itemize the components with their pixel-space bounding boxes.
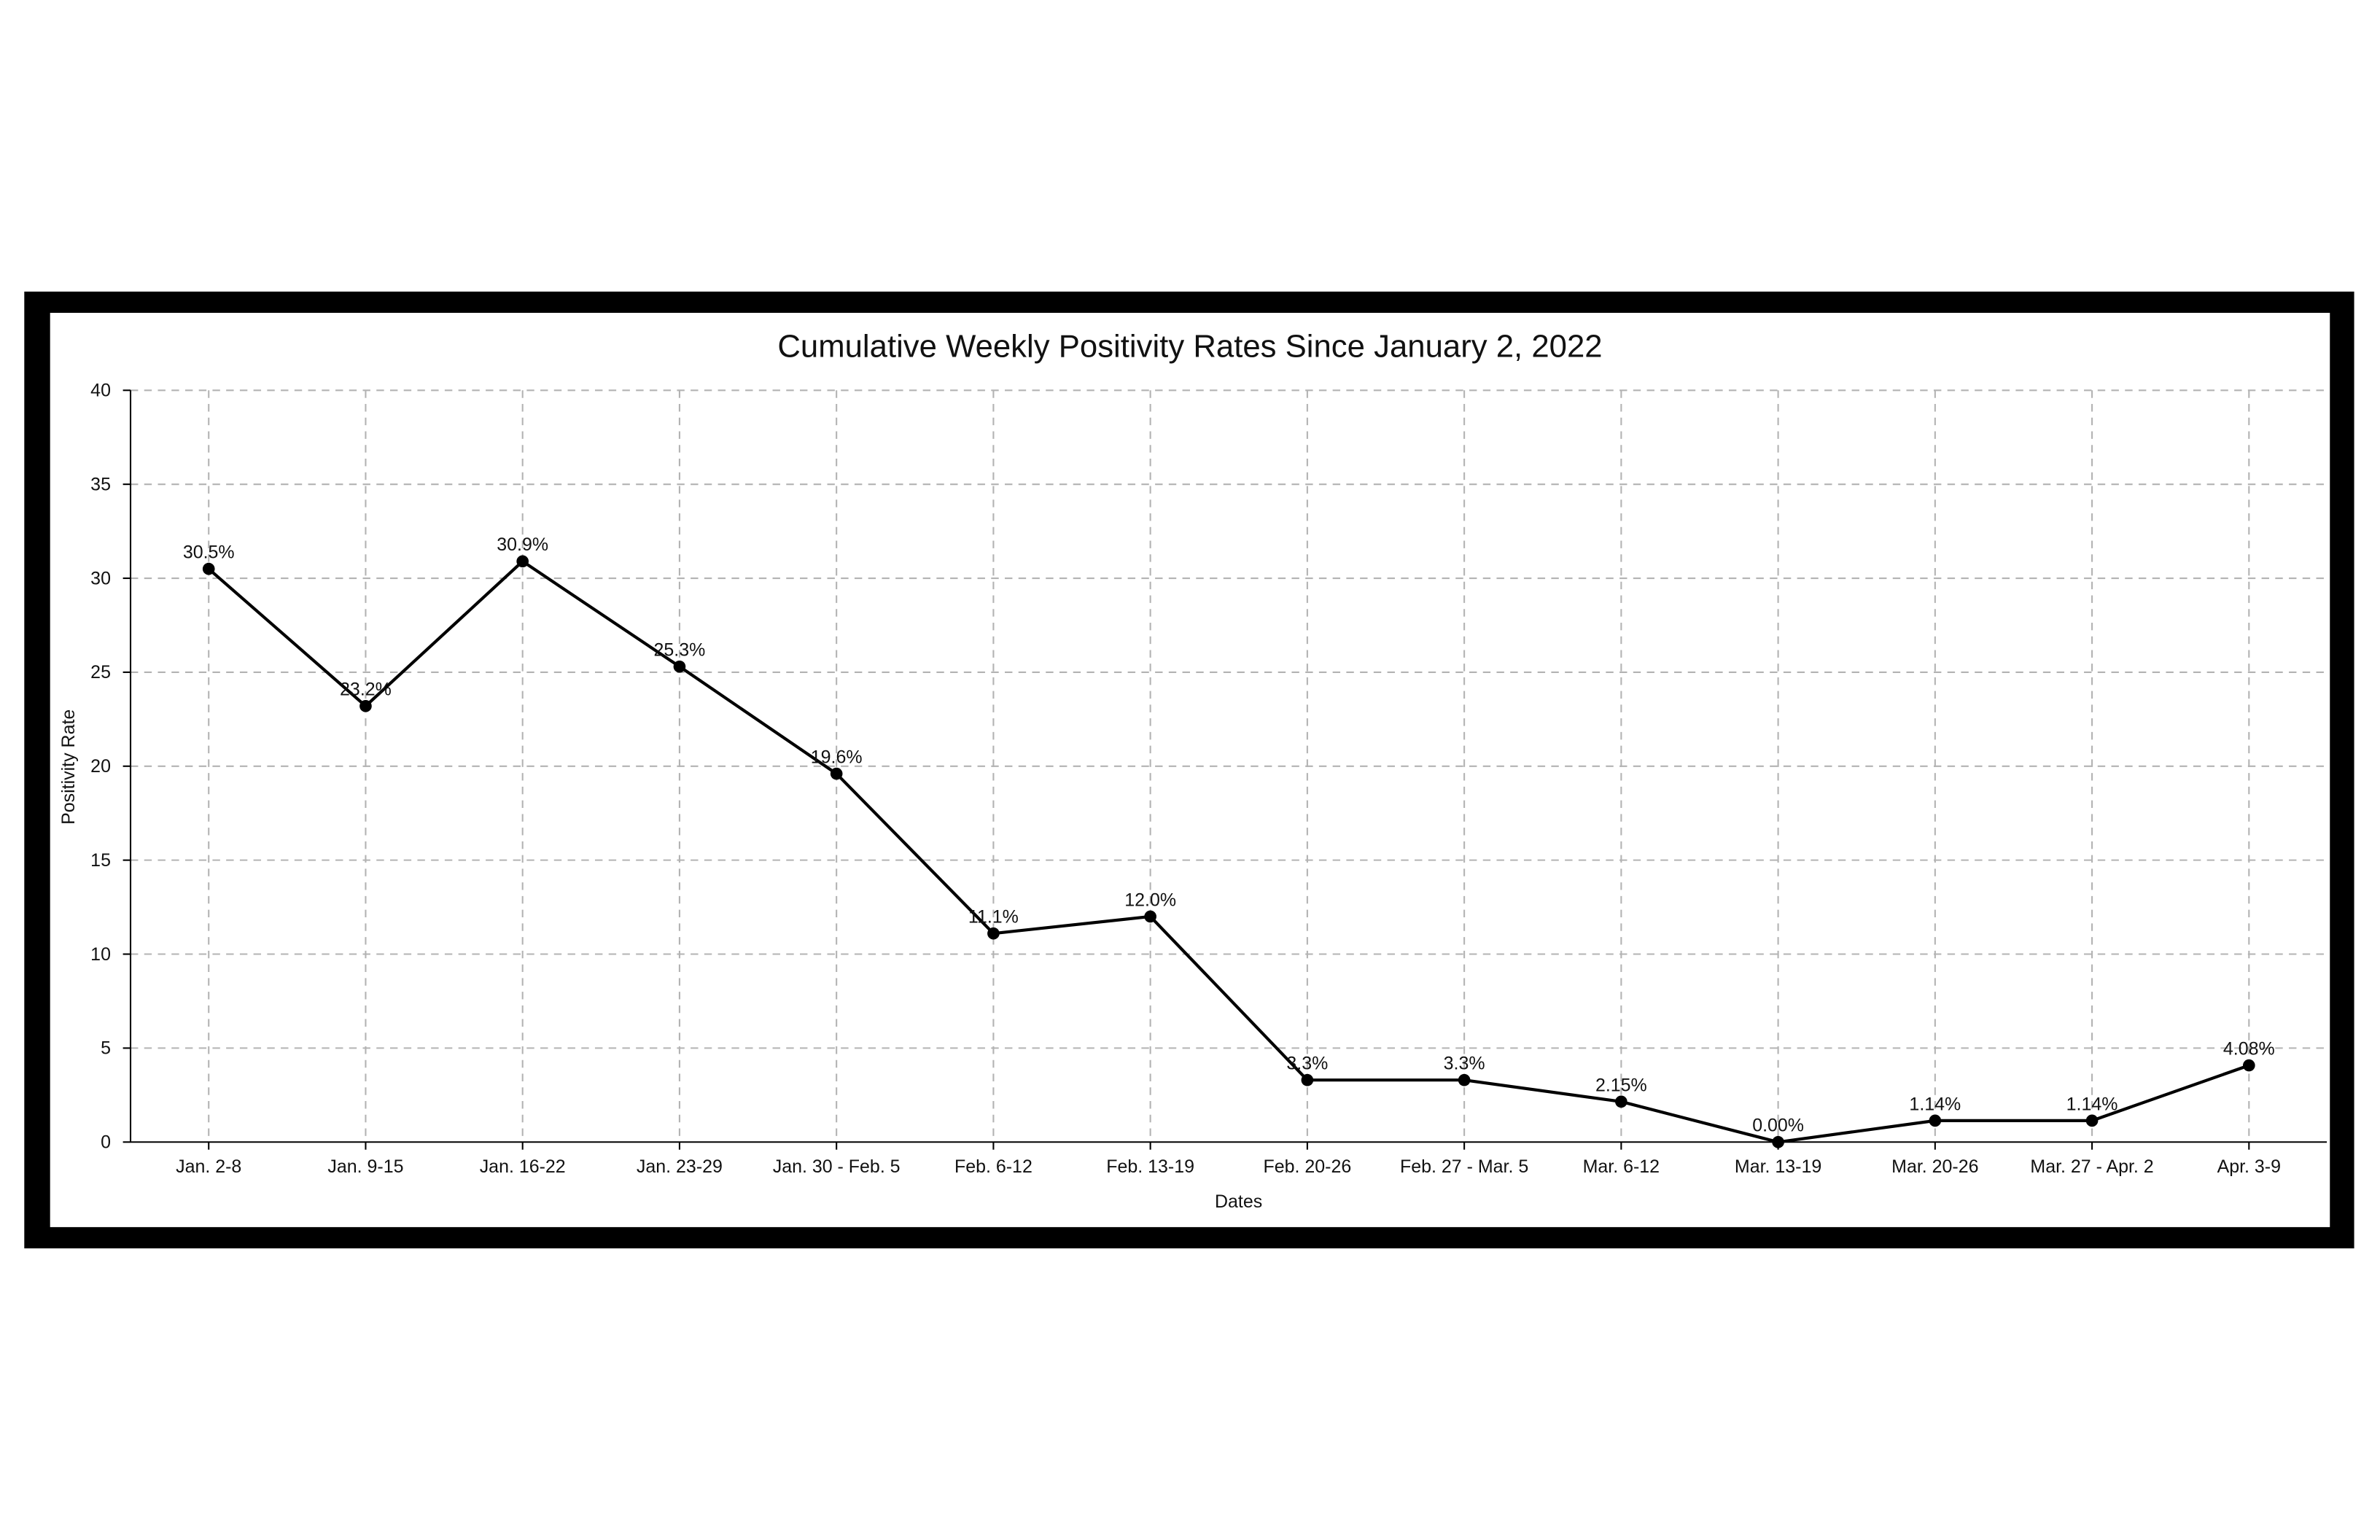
chart-panel bbox=[50, 313, 2330, 1227]
chart-title: Cumulative Weekly Positivity Rates Since… bbox=[777, 328, 1602, 364]
data-label: 1.14% bbox=[2066, 1094, 2118, 1114]
data-point bbox=[1772, 1135, 1784, 1148]
series-line bbox=[207, 559, 2249, 1144]
x-tick-label: Jan. 30 - Feb. 5 bbox=[773, 1156, 901, 1177]
x-tick-label: Feb. 13-19 bbox=[1106, 1156, 1194, 1177]
data-label: 23.2% bbox=[340, 680, 392, 700]
x-tick-label: Feb. 20-26 bbox=[1264, 1156, 1352, 1177]
data-point bbox=[516, 555, 529, 568]
x-tick-label: Jan. 23-29 bbox=[637, 1156, 723, 1177]
x-tick-label: Mar. 13-19 bbox=[1735, 1156, 1821, 1177]
data-point bbox=[1301, 1073, 1314, 1086]
data-label: 30.5% bbox=[183, 542, 235, 563]
data-label: 0.00% bbox=[1752, 1116, 1804, 1136]
data-point bbox=[359, 699, 372, 712]
data-label: 2.15% bbox=[1595, 1075, 1647, 1095]
data-point bbox=[2085, 1114, 2099, 1127]
x-tick-label: Mar. 27 - Apr. 2 bbox=[2030, 1156, 2153, 1177]
y-tick-label: 5 bbox=[101, 1038, 111, 1059]
y-tick-label: 40 bbox=[90, 381, 111, 401]
axes bbox=[122, 389, 2328, 1150]
data-point bbox=[830, 767, 843, 780]
x-tick-label: Mar. 20-26 bbox=[1891, 1156, 1978, 1177]
y-tick-label: 35 bbox=[90, 474, 111, 494]
x-tick-label: Jan. 2-8 bbox=[176, 1156, 241, 1177]
data-label: 1.14% bbox=[1909, 1094, 1961, 1114]
data-point bbox=[202, 562, 215, 575]
y-tick-label: 25 bbox=[90, 662, 111, 682]
y-tick-label: 20 bbox=[90, 756, 111, 777]
x-tick-label: Jan. 9-15 bbox=[327, 1156, 403, 1177]
x-axis-label: Dates bbox=[1215, 1191, 1262, 1212]
data-point bbox=[2242, 1059, 2255, 1072]
data-point bbox=[673, 660, 686, 673]
y-tick-label: 0 bbox=[101, 1132, 111, 1153]
data-points bbox=[202, 555, 2255, 1148]
x-tick-label: Jan. 16-22 bbox=[480, 1156, 566, 1177]
data-point bbox=[987, 927, 1000, 940]
x-tick-label: Feb. 6-12 bbox=[954, 1156, 1032, 1177]
data-point bbox=[1929, 1114, 1942, 1127]
x-tick-label: Apr. 3-9 bbox=[2217, 1156, 2281, 1177]
x-tick-label: Feb. 27 - Mar. 5 bbox=[1400, 1156, 1528, 1177]
data-labels: 30.5% 23.2% 30.9% 25.3% 19.6% 11.1% 12.0% 3.3% 3… bbox=[183, 534, 2275, 1135]
y-tick-label: 10 bbox=[90, 944, 111, 965]
y-tick-label: 15 bbox=[90, 850, 111, 871]
data-label: 11.1% bbox=[968, 907, 1019, 928]
data-label: 25.3% bbox=[654, 640, 706, 661]
y-axis-label: Positivity Rate bbox=[58, 709, 79, 825]
x-tick-labels: Jan. 2-8 Jan. 9-15 Jan. 16-22 Jan. 23-29 Jan… bbox=[176, 1156, 2281, 1177]
data-label: 3.3% bbox=[1444, 1054, 1485, 1074]
gridlines bbox=[131, 389, 2328, 1143]
y-tick-labels: 0 5 10 15 20 25 30 35 40 bbox=[90, 381, 111, 1153]
data-point bbox=[1615, 1095, 1628, 1108]
data-point bbox=[1144, 910, 1156, 923]
data-point bbox=[1458, 1073, 1471, 1086]
data-label: 3.3% bbox=[1286, 1054, 1328, 1074]
data-label: 4.08% bbox=[2223, 1039, 2275, 1059]
y-tick-label: 30 bbox=[90, 568, 111, 588]
data-label: 12.0% bbox=[1124, 890, 1176, 910]
data-label: 19.6% bbox=[811, 747, 863, 767]
data-label: 30.9% bbox=[497, 534, 548, 555]
x-tick-label: Mar. 6-12 bbox=[1583, 1156, 1660, 1177]
